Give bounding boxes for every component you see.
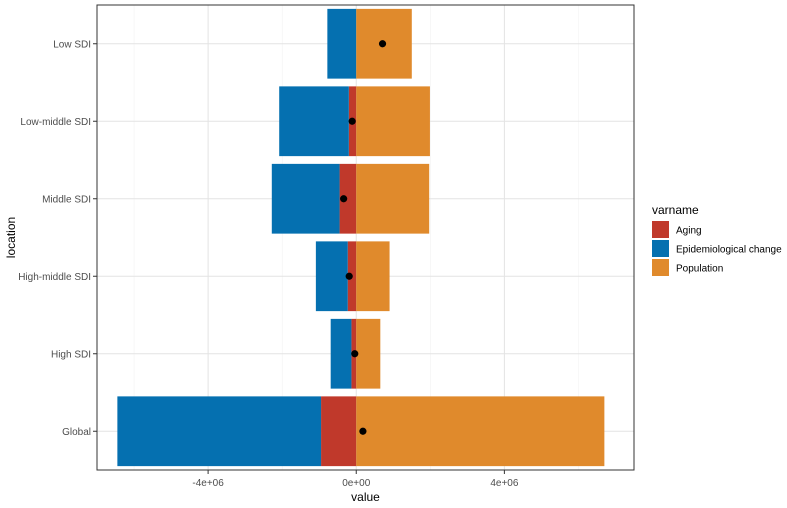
net-change-points (340, 40, 387, 435)
y-axis: Global High SDI High-middle SDI Middle SDI L… (18, 39, 97, 438)
net-change-point (345, 272, 353, 280)
x-axis-label: value (351, 490, 380, 504)
bar-segment (356, 163, 430, 234)
bar-segment (356, 241, 390, 312)
legend: varname Aging Epidemiological change Popul… (652, 203, 782, 276)
bar-segment (356, 396, 605, 467)
bar-segment (356, 318, 381, 389)
net-change-point (359, 427, 367, 435)
plot-panel (97, 5, 634, 470)
net-change-point (378, 40, 387, 48)
x-tick-label: -4e+06 (192, 478, 224, 489)
legend-swatch (652, 259, 669, 276)
x-axis: -4e+06 0e+00 4e+06 (192, 470, 519, 489)
legend-label: Aging (676, 226, 702, 237)
net-change-point (348, 117, 356, 125)
bars (117, 8, 605, 467)
bar-segment (339, 163, 357, 234)
y-tick-label: Low SDI (53, 39, 91, 50)
plot-panel-border (96, 4, 635, 471)
y-axis-label: location (4, 217, 18, 258)
legend-label: Population (676, 264, 723, 275)
bar-segment (315, 241, 348, 312)
legend-items: Aging Epidemiological change Population (652, 221, 782, 276)
legend-label: Epidemiological change (676, 245, 782, 256)
net-change-point (351, 350, 359, 358)
y-tick-label: High-middle SDI (18, 272, 91, 283)
bar-segment (271, 163, 340, 234)
x-tick-label: 0e+00 (342, 478, 371, 489)
bar-segment (327, 8, 357, 79)
legend-swatch (652, 240, 669, 257)
legend-title: varname (652, 203, 699, 217)
bar-segment (356, 86, 430, 157)
y-tick-label: Middle SDI (42, 194, 91, 205)
net-change-point (340, 195, 348, 203)
y-tick-label: High SDI (51, 349, 91, 360)
bar-segment (321, 396, 357, 467)
x-tick-label: 4e+06 (490, 478, 519, 489)
bar-segment (117, 396, 322, 467)
y-tick-label: Low-middle SDI (20, 117, 91, 128)
bar-segment (279, 86, 349, 157)
legend-swatch (652, 221, 669, 238)
y-tick-label: Global (62, 427, 91, 438)
bar-segment (330, 318, 352, 389)
